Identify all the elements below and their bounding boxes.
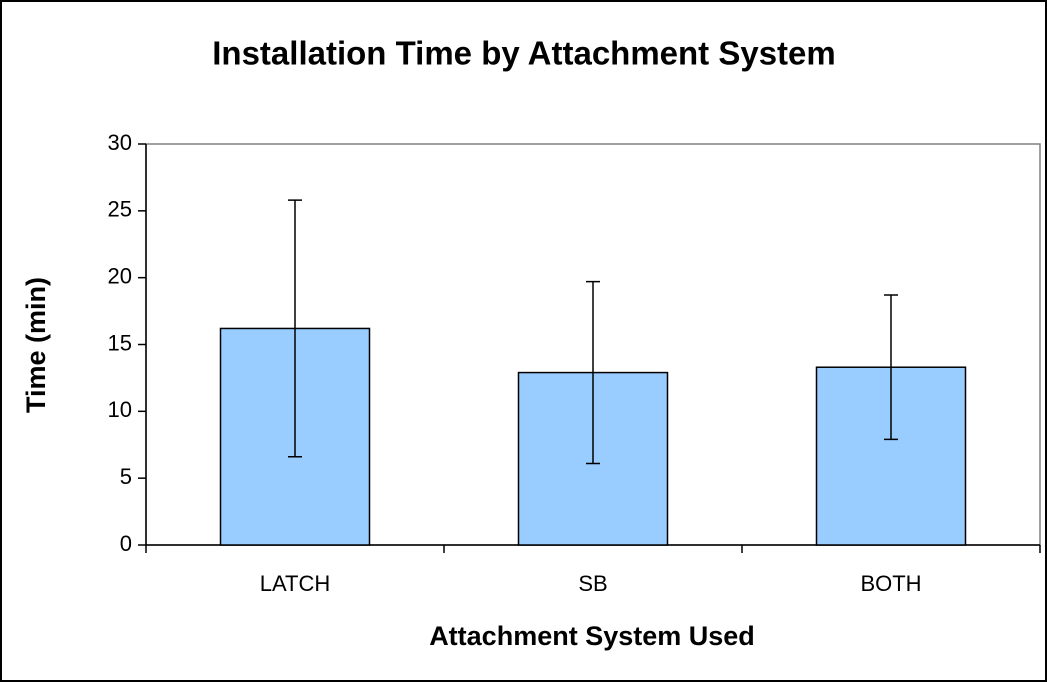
y-tick-label: 5	[120, 464, 132, 489]
x-tick-label: SB	[578, 571, 607, 596]
y-axis-title: Time (min)	[21, 277, 51, 413]
x-tick-label: BOTH	[860, 571, 921, 596]
y-tick-label: 25	[108, 197, 132, 222]
error-bar	[288, 199, 302, 458]
y-tick-label: 30	[108, 130, 132, 155]
y-tick-label: 0	[120, 531, 132, 556]
y-tick-label: 20	[108, 263, 132, 288]
y-tick-label: 10	[108, 397, 132, 422]
chart-title: Installation Time by Attachment System	[212, 35, 836, 72]
error-bar	[586, 280, 600, 465]
y-tick-label: 15	[108, 330, 132, 355]
x-tick-label: LATCH	[260, 571, 331, 596]
error-bar	[884, 294, 898, 441]
x-axis-title: Attachment System Used	[429, 621, 755, 651]
